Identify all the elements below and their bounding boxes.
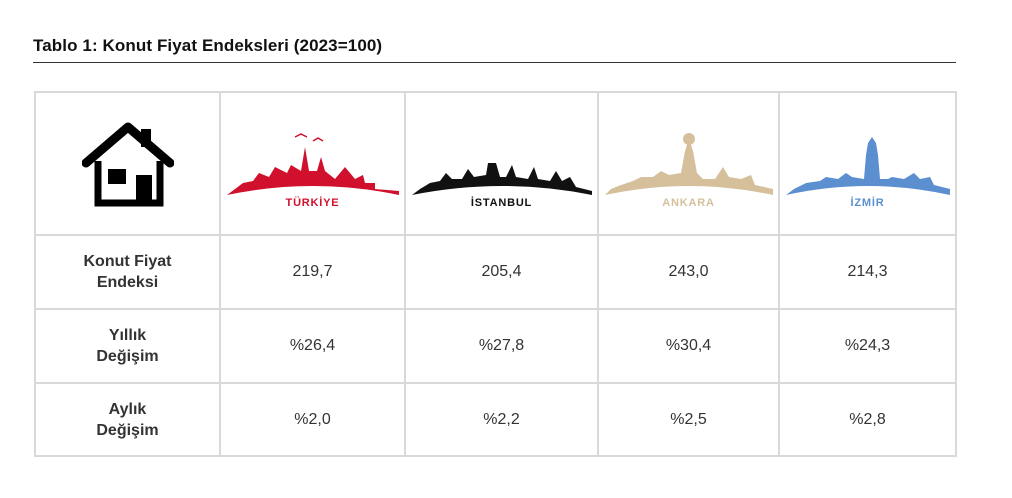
row-label-line1: Aylık [108,400,147,418]
header-istanbul: İSTANBUL [406,93,599,236]
skyline-istanbul-icon [412,163,592,195]
table-cell: 205,4 [406,236,599,310]
cell-value: %30,4 [665,337,712,354]
cell-value: 214,3 [847,263,888,280]
row-label-line2: Değişim [96,348,159,365]
cell-value: 243,0 [668,263,709,280]
table-cell: %2,5 [599,384,780,455]
city-label-izmir: İZMİR [850,197,885,209]
price-index-table: TÜRKİYE İSTANBUL ANKARA İZMİR Konut Fiya… [34,91,957,457]
cell-value: %2,0 [294,410,331,428]
title-divider [33,62,956,63]
table-cell: %26,4 [221,310,406,384]
cell-value: %2,5 [670,410,707,428]
table-cell: 219,7 [221,236,406,310]
skyline-turkiye-icon [227,133,399,195]
cell-value: %26,4 [289,337,336,354]
row-label-line2: Endeksi [96,274,159,291]
table-cell: %2,8 [780,384,955,455]
skyline-ankara-icon [605,133,773,195]
row-label-line1: Yıllık [108,327,147,344]
cell-value: 205,4 [481,263,522,280]
cell-value: %2,2 [483,410,520,428]
skyline-izmir-icon [786,137,950,195]
row-label-konut-fiyat-endeksi: Konut Fiyat Endeksi [36,236,221,310]
cell-value: %27,8 [478,337,525,354]
cell-value: %24,3 [844,337,891,354]
cell-value: 219,7 [292,263,333,280]
table-title: Tablo 1: Konut Fiyat Endeksleri (2023=10… [33,36,383,55]
city-label-ankara: ANKARA [662,197,715,209]
header-ankara: ANKARA [599,93,780,236]
house-icon [81,122,174,206]
table-cell: 243,0 [599,236,780,310]
row-label-line2: Değişim [96,421,159,439]
table-cell: %27,8 [406,310,599,384]
row-label-aylik-degisim: Aylık Değişim [36,384,221,455]
cell-value: %2,8 [849,410,886,428]
table-cell: %2,2 [406,384,599,455]
table-cell: 214,3 [780,236,955,310]
table-cell: %24,3 [780,310,955,384]
table-cell: %2,0 [221,384,406,455]
table-cell: %30,4 [599,310,780,384]
city-label-turkiye: TÜRKİYE [285,197,340,209]
header-turkiye: TÜRKİYE [221,93,406,236]
row-label-line1: Konut Fiyat [83,253,172,270]
row-label-yillik-degisim: Yıllık Değişim [36,310,221,384]
header-izmir: İZMİR [780,93,955,236]
house-icon-cell [36,93,221,236]
city-label-istanbul: İSTANBUL [470,197,533,209]
